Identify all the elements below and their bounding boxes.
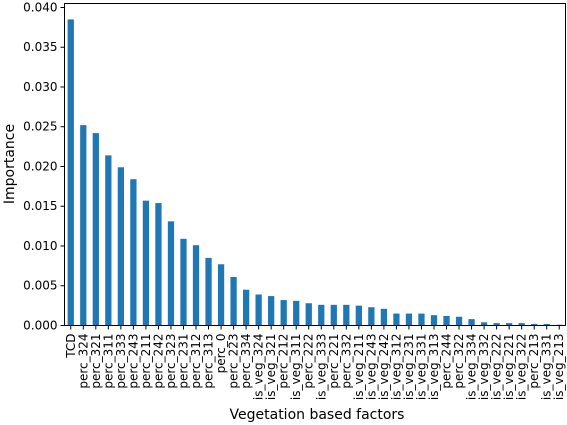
x-tick-label: is_veg_211 [352,334,366,401]
x-tick-label: TCD [64,334,78,359]
x-tick-label: perc_322 [452,334,466,389]
bar [418,313,425,326]
bar [130,179,137,326]
bar [242,289,250,326]
x-tick-label: perc_221 [327,334,341,389]
bar [293,300,300,326]
x-tick-label: is_veg_321 [264,334,278,401]
y-tick-label: 0.015 [23,199,57,213]
bar [393,313,400,326]
bar [506,323,513,326]
bar [142,200,150,326]
x-tick-label: perc_321 [89,334,103,389]
x-tick-label: perc_244 [440,334,454,389]
bar [80,125,87,326]
x-tick-label: perc_213 [527,334,541,389]
x-tick-label: is_veg_332 [477,334,491,401]
x-tick-label: perc_211 [139,334,153,389]
x-tick-label: is_veg_322 [515,334,529,401]
x-axis-label: Vegetation based factors [230,407,405,423]
bar [117,167,124,326]
x-tick-label: is_veg_324 [252,334,266,401]
bar [455,316,463,326]
x-tick-label: is_veg_312 [389,334,403,401]
x-tick-label: is_veg_311 [289,334,303,401]
bar [330,304,337,326]
x-tick-label: is_veg_334 [465,334,479,401]
x-tick-label: is_veg_231 [402,334,416,401]
y-tick-label: 0.020 [23,159,57,173]
bar [155,203,162,326]
bar-series [67,19,563,326]
bar [255,294,262,326]
x-tick-label: perc_243 [126,334,140,389]
bar [405,313,413,326]
bar [318,304,325,326]
x-tick-label: perc_332 [339,334,353,389]
x-tick-label: perc_212 [277,334,291,389]
x-tick-label: is_veg_222 [490,334,504,401]
bar [493,323,500,326]
x-tick-label: perc_222 [302,334,316,389]
x-tick-label: perc_0 [214,334,228,374]
y-tick-label: 0.030 [23,80,57,94]
bar [355,305,362,326]
y-tick-label: 0.010 [23,239,57,253]
bar [468,319,475,326]
plot-frame [64,3,566,326]
x-tick-label: perc_324 [76,334,90,389]
x-tick-label: perc_334 [239,334,253,389]
x-tick-label: is_veg_331 [414,334,428,401]
y-tick-label: 0.035 [23,40,57,54]
x-tick-label: perc_231 [176,334,190,389]
bar [531,323,538,326]
x-tick-label: perc_223 [227,334,241,389]
x-tick-label: perc_311 [101,334,115,389]
y-axis-label: Importance [2,124,18,204]
bar [480,322,488,326]
bar [280,300,287,326]
x-tick-label: is_veg_221 [502,334,516,401]
y-axis-ticks: 0.000 0.005 0.010 0.015 0.020 0.025 0.030 0.035… [23,0,65,333]
bar [230,277,237,326]
y-tick-label: 0.040 [23,0,57,14]
bar [205,257,212,326]
y-tick-label: 0.025 [23,120,57,134]
bar [105,155,112,326]
x-tick-label: perc_313 [202,334,216,389]
bar [343,304,350,326]
bar [430,315,438,326]
x-tick-label: perc_242 [151,334,165,389]
bar [67,19,74,326]
x-tick-label: perc_333 [114,334,128,389]
x-tick-label: is_veg_331 [540,334,554,401]
bar [180,238,187,326]
bar [443,315,450,326]
x-tick-label: perc_323 [164,334,178,389]
bar [380,308,388,326]
y-tick-label: 0.000 [23,319,57,333]
x-tick-label: is_veg_242 [377,334,391,401]
bar [167,221,175,326]
bar [518,323,525,326]
x-tick-label: is_veg_213 [552,334,566,401]
x-tick-label: is_veg_333 [314,334,328,401]
bar [368,307,375,326]
y-tick-label: 0.005 [23,279,57,293]
x-tick-label: is_veg_313 [427,334,441,401]
x-axis-ticks: TCDperc_324perc_321perc_311perc_333perc_… [64,325,566,401]
bar [92,133,99,326]
x-tick-label: perc_312 [189,334,203,389]
bar [217,264,225,326]
bar [543,323,550,326]
bar [305,303,312,326]
bar [192,245,200,326]
x-tick-label: is_veg_243 [364,334,378,401]
bar [268,296,275,326]
